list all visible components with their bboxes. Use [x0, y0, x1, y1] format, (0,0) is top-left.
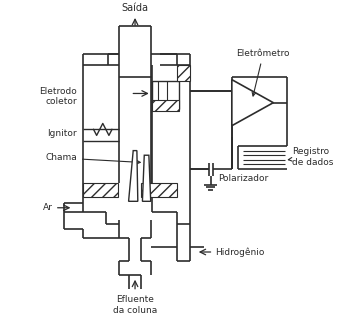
- Polygon shape: [143, 155, 151, 201]
- Text: Ar: Ar: [43, 203, 53, 212]
- Polygon shape: [129, 151, 138, 201]
- Text: Eletrodo
coletor: Eletrodo coletor: [39, 86, 77, 106]
- Text: Registro
de dados: Registro de dados: [288, 147, 333, 167]
- Text: Ignitor: Ignitor: [47, 128, 77, 138]
- Bar: [152, 100, 179, 111]
- Bar: [142, 183, 177, 197]
- Bar: [152, 81, 179, 109]
- Text: Hidrogênio: Hidrogênio: [215, 247, 265, 257]
- Text: Chama: Chama: [45, 154, 140, 164]
- Text: Efluente
da coluna: Efluente da coluna: [113, 295, 157, 315]
- Polygon shape: [232, 80, 273, 126]
- Text: Polarizador: Polarizador: [218, 174, 268, 183]
- Bar: [177, 65, 190, 81]
- Text: Eletrômetro: Eletrômetro: [237, 49, 290, 96]
- Text: Saída: Saída: [122, 3, 149, 13]
- Bar: [83, 183, 118, 197]
